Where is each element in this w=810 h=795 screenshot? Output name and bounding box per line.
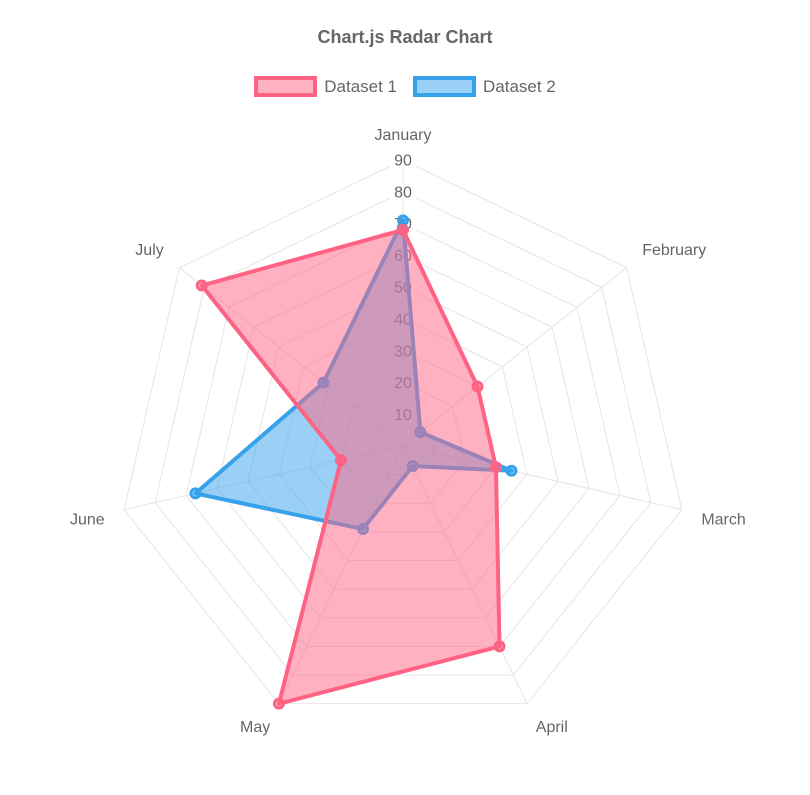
data-point-dataset-2-june[interactable]	[189, 487, 202, 500]
axis-label-april: April	[536, 719, 568, 736]
data-point-dataset-2-march[interactable]	[505, 464, 518, 477]
legend-label-dataset-2: Dataset 2	[483, 76, 556, 96]
legend-item-dataset-2[interactable]: Dataset 2	[413, 76, 556, 97]
tick-label-90: 90	[394, 153, 412, 170]
axis-label-july: July	[135, 242, 163, 259]
axis-label-may: May	[240, 719, 270, 736]
axis-label-march: March	[701, 511, 745, 528]
grid-ring-90	[123, 159, 683, 705]
tick-label-80: 80	[394, 184, 412, 201]
legend-label-dataset-1: Dataset 1	[324, 76, 397, 96]
tick-backdrop-80	[389, 182, 417, 202]
dataset-area-1	[199, 227, 502, 706]
data-point-dataset-1-april[interactable]	[493, 640, 506, 653]
data-point-dataset-1-march[interactable]	[489, 461, 502, 474]
legend-swatch-dataset-2	[413, 76, 476, 97]
axis-label-january: January	[375, 127, 432, 144]
axis-label-june: June	[70, 511, 105, 528]
data-point-dataset-1-february[interactable]	[471, 380, 484, 393]
legend-swatch-dataset-1	[254, 76, 318, 97]
data-point-dataset-1-june[interactable]	[335, 454, 348, 467]
legend-item-dataset-1[interactable]: Dataset 1	[254, 76, 397, 97]
legend: Dataset 1 Dataset 2	[0, 76, 810, 97]
chart-title: Chart.js Radar Chart	[317, 27, 493, 47]
data-point-dataset-1-july[interactable]	[195, 279, 208, 292]
grid-ring-80	[154, 191, 652, 676]
axis-label-february: February	[642, 242, 706, 259]
data-point-dataset-1-may[interactable]	[272, 697, 285, 710]
data-point-dataset-1-january[interactable]	[397, 223, 409, 236]
tick-backdrop-90	[389, 150, 417, 170]
data-point-dataset-2-january[interactable]	[397, 214, 409, 227]
